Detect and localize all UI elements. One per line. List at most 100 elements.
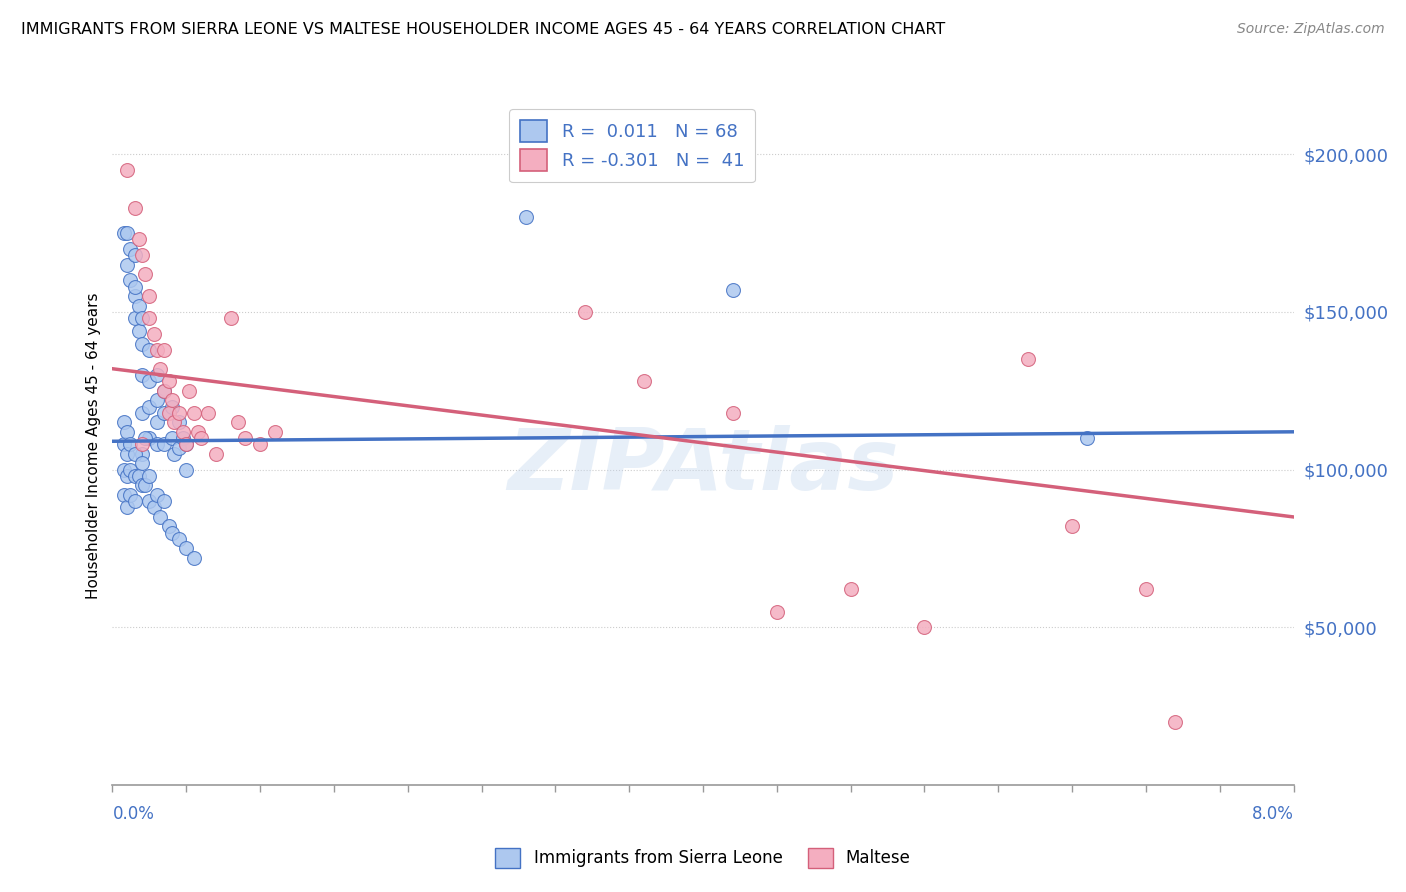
Point (146, 488, 169, 502)
Point (160, 431, 183, 445)
Point (183, 406, 205, 420)
Point (153, 406, 176, 420)
Point (112, 437, 135, 451)
Point (117, 425, 138, 439)
Point (124, 289, 146, 303)
Point (146, 368, 169, 382)
Point (120, 273, 142, 287)
Point (117, 469, 138, 483)
Point (1017, 352, 1039, 367)
Point (167, 441, 190, 455)
Point (131, 447, 153, 461)
Point (134, 431, 156, 445)
Point (160, 393, 183, 408)
Point (167, 415, 190, 429)
Point (117, 500, 138, 515)
Point (138, 343, 160, 357)
Point (153, 384, 176, 398)
Point (264, 425, 287, 439)
Point (124, 447, 146, 461)
Point (120, 242, 142, 256)
Point (160, 525, 183, 540)
Point (131, 368, 153, 382)
Point (112, 463, 135, 477)
Y-axis label: Householder Income Ages 45 - 64 years: Householder Income Ages 45 - 64 years (86, 293, 101, 599)
Text: IMMIGRANTS FROM SIERRA LEONE VS MALTESE HOUSEHOLDER INCOME AGES 45 - 64 YEARS CO: IMMIGRANTS FROM SIERRA LEONE VS MALTESE … (21, 22, 945, 37)
Point (120, 463, 142, 477)
Point (574, 305, 596, 319)
Text: 0.0%: 0.0% (112, 805, 155, 822)
Point (205, 447, 228, 461)
Point (138, 469, 160, 483)
Point (167, 406, 190, 420)
Point (163, 415, 186, 429)
Point (124, 494, 146, 508)
Point (1135, 582, 1157, 597)
Point (112, 226, 135, 240)
Point (149, 361, 172, 376)
Point (183, 550, 205, 565)
Point (190, 431, 212, 445)
Point (131, 248, 153, 262)
Point (839, 582, 862, 597)
Point (149, 510, 172, 524)
Point (128, 324, 150, 338)
Point (142, 500, 165, 515)
Point (112, 415, 135, 429)
Legend: R =  0.011   N = 68, R = -0.301   N =  41: R = 0.011 N = 68, R = -0.301 N = 41 (509, 110, 755, 182)
Point (120, 488, 142, 502)
Point (138, 494, 160, 508)
Point (131, 456, 153, 470)
Point (134, 478, 156, 492)
Point (117, 226, 138, 240)
Point (138, 400, 160, 414)
Point (120, 437, 142, 451)
Point (197, 406, 219, 420)
Point (187, 425, 209, 439)
Point (233, 431, 256, 445)
Point (174, 541, 197, 556)
Point (721, 406, 744, 420)
Point (138, 431, 160, 445)
Point (124, 279, 146, 293)
Point (157, 519, 180, 533)
Text: Source: ZipAtlas.com: Source: ZipAtlas.com (1237, 22, 1385, 37)
Point (179, 384, 201, 398)
Point (1164, 714, 1187, 729)
Point (157, 375, 180, 389)
Point (128, 299, 150, 313)
Point (721, 283, 744, 297)
Point (146, 437, 169, 451)
Point (131, 311, 153, 326)
Point (172, 425, 194, 439)
Point (112, 488, 135, 502)
Point (117, 447, 138, 461)
Point (124, 201, 146, 215)
Point (117, 163, 138, 178)
Point (174, 463, 197, 477)
Point (1062, 519, 1084, 533)
Point (146, 343, 169, 357)
Point (124, 248, 146, 262)
Point (226, 415, 249, 429)
Point (515, 211, 537, 225)
Legend: Immigrants from Sierra Leone, Maltese: Immigrants from Sierra Leone, Maltese (489, 841, 917, 875)
Point (153, 437, 176, 451)
Point (117, 258, 138, 272)
Point (633, 375, 655, 389)
Point (131, 406, 153, 420)
Point (174, 437, 197, 451)
Point (128, 232, 150, 246)
Point (153, 343, 176, 357)
Point (146, 393, 169, 408)
Point (167, 532, 190, 546)
Point (914, 620, 936, 634)
Point (138, 289, 160, 303)
Text: 8.0%: 8.0% (1251, 805, 1294, 822)
Point (766, 605, 789, 619)
Point (131, 336, 153, 351)
Point (1076, 431, 1098, 445)
Point (219, 311, 242, 326)
Point (124, 311, 146, 326)
Point (153, 384, 176, 398)
